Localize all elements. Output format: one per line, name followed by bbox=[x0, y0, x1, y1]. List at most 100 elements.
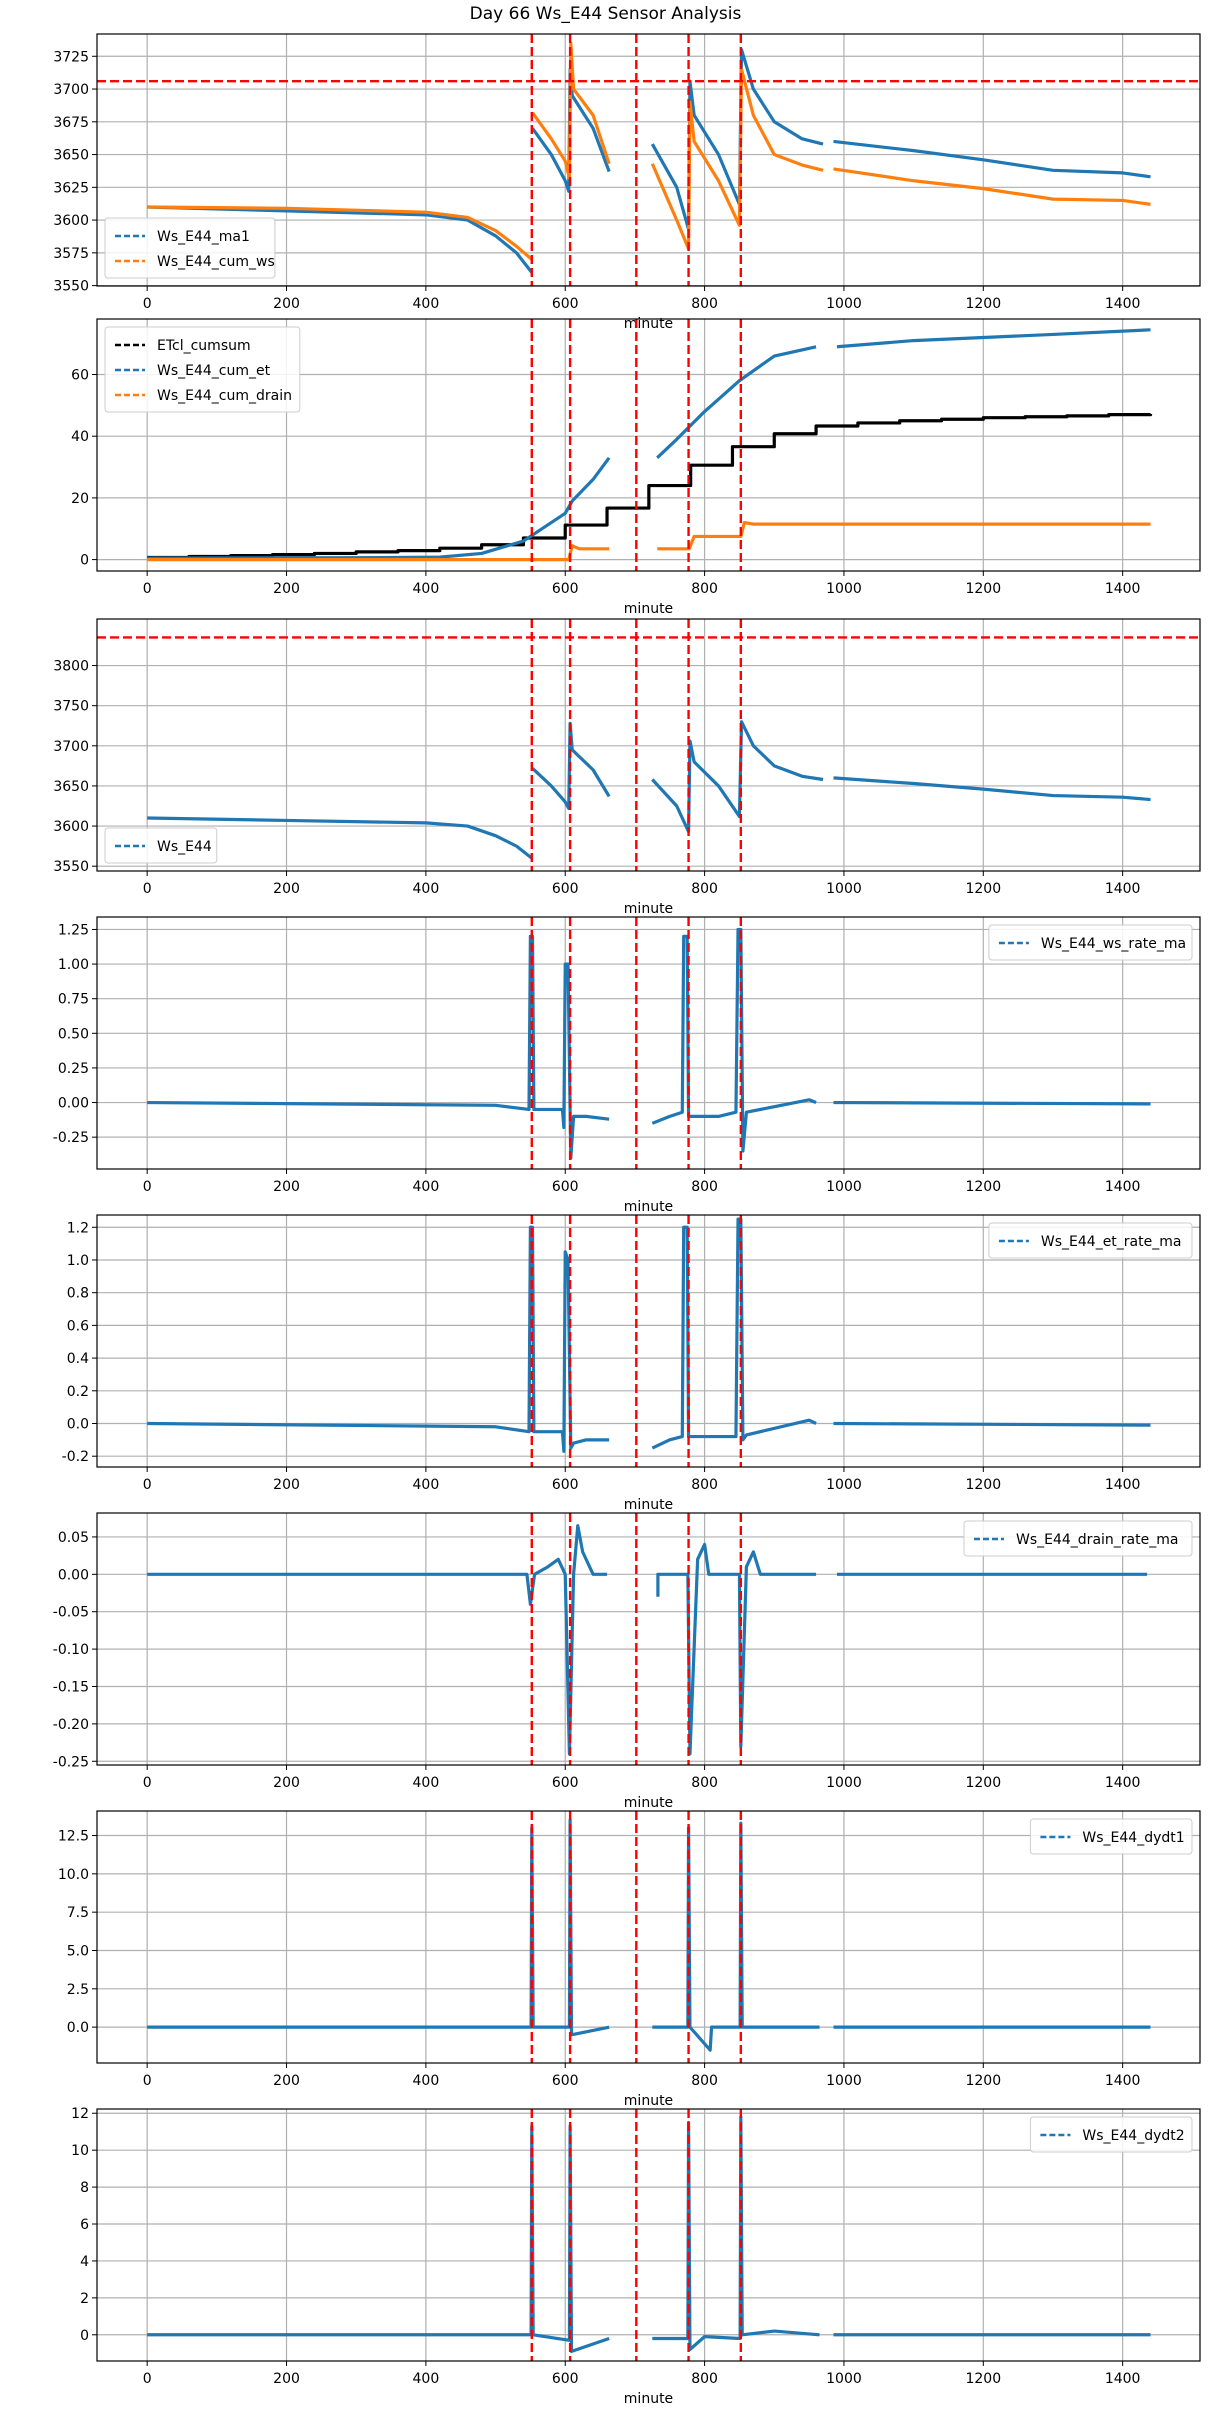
legend: Ws_E44_drain_rate_ma bbox=[963, 1520, 1193, 1557]
y-tick-label: 20 bbox=[71, 491, 89, 507]
x-tick-label: 1400 bbox=[1105, 881, 1141, 897]
y-tick-label: 3600 bbox=[53, 819, 89, 835]
x-tick-label: 200 bbox=[273, 1775, 300, 1791]
y-tick-label: 7.5 bbox=[67, 1905, 89, 1921]
series-line-Ws_E44_cum_et bbox=[147, 328, 1151, 560]
y-tick-label: 3550 bbox=[53, 859, 89, 875]
y-tick-label: 0.05 bbox=[58, 1530, 89, 1546]
x-tick-label: 1200 bbox=[965, 2073, 1001, 2089]
subplot-4: 0 200 400 600 800 1000 1200 1400 -0.25 0.00 0.25 0.… bbox=[53, 916, 1201, 1215]
legend-label: Ws_E44_cum_drain bbox=[157, 388, 292, 404]
x-tick-label: 800 bbox=[691, 296, 718, 312]
axes-frame bbox=[96, 1512, 1201, 1766]
subplot-2: 0 200 400 600 800 1000 1200 1400 0 20 40 60 minute ET… bbox=[71, 318, 1201, 617]
x-axis-label: minute bbox=[624, 1497, 673, 1513]
y-tick-label: 3725 bbox=[53, 49, 89, 65]
plot-area bbox=[97, 619, 1200, 871]
series-line-Ws_E44_dydt2 bbox=[147, 2115, 1151, 2353]
y-tick-label: 4 bbox=[80, 2254, 89, 2270]
x-tick-label: 1400 bbox=[1105, 296, 1141, 312]
x-tick-label: 400 bbox=[413, 881, 440, 897]
subplot-1: 0 200 400 600 800 1000 1200 1400 3550 3575 3600 362… bbox=[53, 33, 1201, 332]
y-tick-label: 10.0 bbox=[58, 1867, 89, 1883]
y-tick-label: 0.2 bbox=[67, 1384, 89, 1400]
y-tick-label: 2.5 bbox=[67, 1982, 89, 1998]
x-tick-label: 1200 bbox=[965, 581, 1001, 597]
y-tick-label: 0.0 bbox=[67, 2020, 89, 2036]
plot-area bbox=[147, 1811, 1151, 2063]
x-tick-label: 400 bbox=[413, 1179, 440, 1195]
legend-box bbox=[1029, 1818, 1193, 1855]
x-axis-label: minute bbox=[624, 1795, 673, 1811]
legend-label: Ws_E44 bbox=[157, 839, 212, 855]
x-axis-label: minute bbox=[624, 601, 673, 617]
subplot-3: 0 200 400 600 800 1000 1200 1400 3550 3600 3650 370… bbox=[53, 618, 1201, 917]
x-tick-label: 1400 bbox=[1105, 2073, 1141, 2089]
x-tick-label: 0 bbox=[143, 2073, 152, 2089]
x-tick-label: 800 bbox=[691, 2371, 718, 2387]
legend-label: Ws_E44_dydt1 bbox=[1082, 1830, 1184, 1846]
plot-area bbox=[147, 2109, 1151, 2361]
legend: Ws_E44 bbox=[104, 827, 218, 864]
x-tick-label: 0 bbox=[143, 1775, 152, 1791]
x-tick-label: 400 bbox=[413, 1477, 440, 1493]
subplot-6: 0 200 400 600 800 1000 1200 1400 -0.25 -0.20 -0.15… bbox=[53, 1512, 1201, 1811]
x-tick-label: 600 bbox=[552, 881, 579, 897]
legend-box bbox=[988, 924, 1193, 961]
y-tick-label: 1.2 bbox=[67, 1220, 89, 1236]
y-tick-label: 3700 bbox=[53, 739, 89, 755]
axes-frame bbox=[96, 318, 1201, 572]
axes-frame bbox=[96, 916, 1201, 1170]
y-tick-label: 0 bbox=[80, 553, 89, 569]
x-tick-label: 1400 bbox=[1105, 1477, 1141, 1493]
series-line-Ws_E44_cum_ws bbox=[147, 41, 1151, 261]
y-tick-label: 8 bbox=[80, 2180, 89, 2196]
axes-frame bbox=[96, 2108, 1201, 2362]
y-tick-label: -0.2 bbox=[62, 1449, 89, 1465]
x-tick-label: 200 bbox=[273, 581, 300, 597]
legend-label: Ws_E44_cum_et bbox=[157, 363, 271, 379]
y-tick-label: 3625 bbox=[53, 180, 89, 196]
x-tick-label: 1200 bbox=[965, 296, 1001, 312]
legend-label: Ws_E44_cum_ws bbox=[157, 254, 275, 270]
y-tick-label: 3800 bbox=[53, 659, 89, 675]
legend-box bbox=[1029, 2116, 1193, 2153]
legend: Ws_E44_ws_rate_ma bbox=[988, 924, 1193, 961]
x-tick-label: 1200 bbox=[965, 881, 1001, 897]
x-tick-label: 600 bbox=[552, 1775, 579, 1791]
legend-box bbox=[988, 1222, 1193, 1259]
y-tick-label: 3750 bbox=[53, 699, 89, 715]
x-tick-label: 600 bbox=[552, 1179, 579, 1195]
y-tick-label: 2 bbox=[80, 2291, 89, 2307]
y-tick-label: 1.25 bbox=[58, 922, 89, 938]
legend-label: Ws_E44_ma1 bbox=[157, 229, 250, 245]
x-tick-label: 600 bbox=[552, 2371, 579, 2387]
y-tick-label: 3550 bbox=[53, 279, 89, 295]
legend: ETcl_cumsum Ws_E44_cum_et Ws_E44_cum_drain bbox=[104, 326, 301, 413]
x-tick-label: 0 bbox=[143, 296, 152, 312]
x-tick-label: 400 bbox=[413, 2073, 440, 2089]
y-tick-label: 3600 bbox=[53, 213, 89, 229]
x-tick-label: 400 bbox=[413, 2371, 440, 2387]
x-tick-label: 200 bbox=[273, 296, 300, 312]
figure-title: Day 66 Ws_E44 Sensor Analysis bbox=[469, 4, 742, 24]
x-tick-label: 800 bbox=[691, 2073, 718, 2089]
x-axis-label: minute bbox=[624, 1199, 673, 1215]
x-tick-label: 800 bbox=[691, 1179, 718, 1195]
y-tick-label: 1.00 bbox=[58, 957, 89, 973]
x-tick-label: 1200 bbox=[965, 1477, 1001, 1493]
x-tick-label: 1400 bbox=[1105, 581, 1141, 597]
series-line-Ws_E44_ws_rate_ma bbox=[147, 927, 1151, 1160]
y-tick-label: 6 bbox=[80, 2217, 89, 2233]
x-tick-label: 1400 bbox=[1105, 1775, 1141, 1791]
x-tick-label: 0 bbox=[143, 2371, 152, 2387]
x-tick-label: 1400 bbox=[1105, 2371, 1141, 2387]
x-tick-label: 200 bbox=[273, 1179, 300, 1195]
x-tick-label: 200 bbox=[273, 2073, 300, 2089]
x-tick-label: 800 bbox=[691, 881, 718, 897]
x-tick-label: 600 bbox=[552, 1477, 579, 1493]
x-tick-label: 1000 bbox=[826, 1179, 862, 1195]
y-tick-label: 0.00 bbox=[58, 1567, 89, 1583]
y-tick-label: 0.50 bbox=[58, 1026, 89, 1042]
